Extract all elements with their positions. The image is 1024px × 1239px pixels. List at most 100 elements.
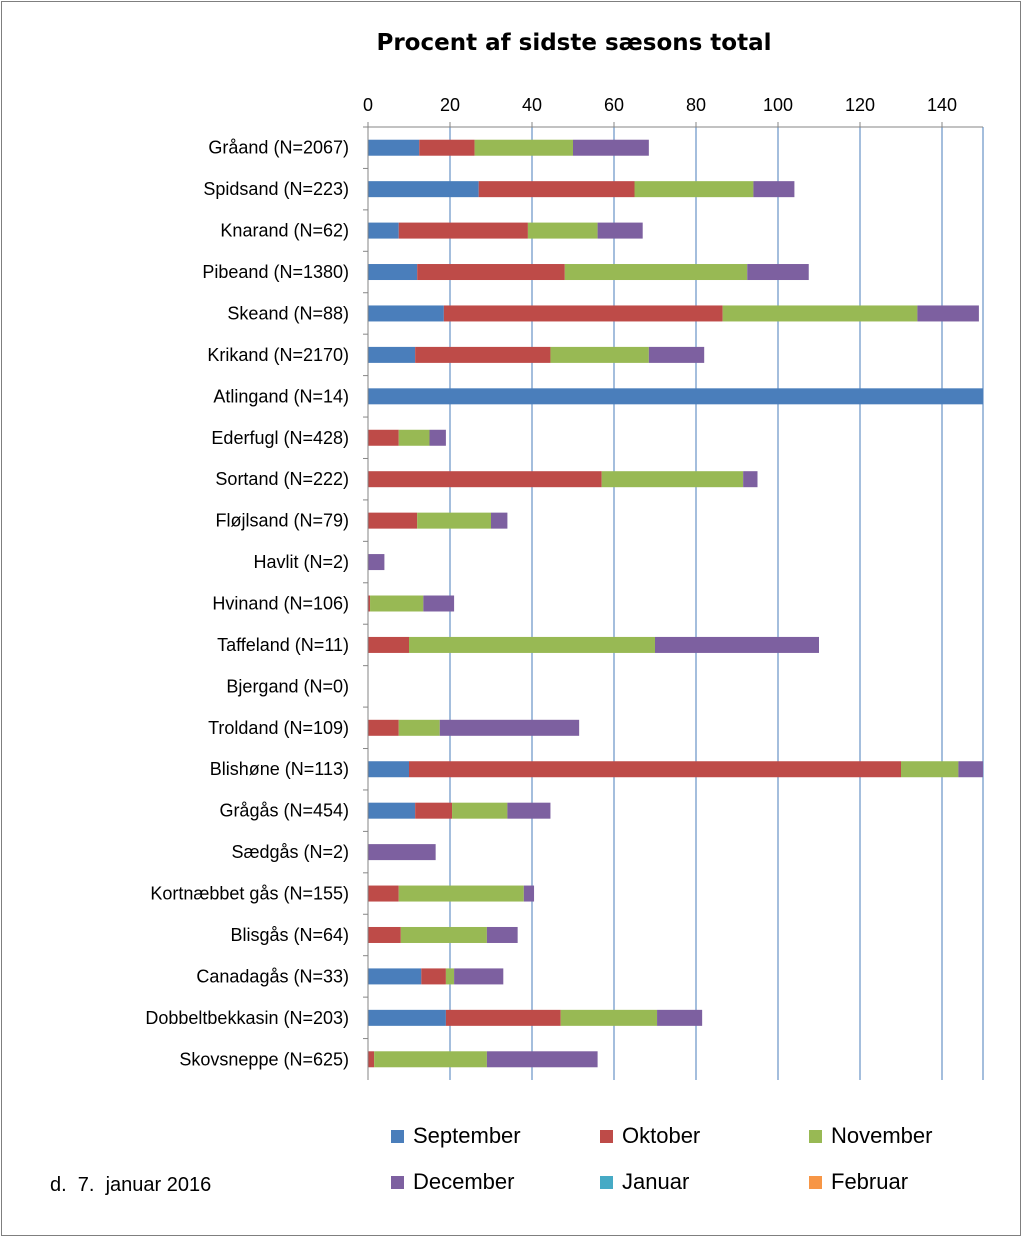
legend-item-december: December	[391, 1169, 514, 1195]
legend-swatch	[600, 1175, 613, 1189]
bar-segment-december	[655, 636, 819, 653]
legend-swatch	[391, 1129, 404, 1143]
category-label: Spidsand (N=223)	[203, 179, 349, 199]
legend-label: Februar	[831, 1169, 909, 1194]
category-label: Skovsneppe (N=625)	[179, 1049, 349, 1069]
category-label: Kortnæbbet gås (N=155)	[150, 884, 349, 904]
category-label: Canadagås (N=33)	[196, 966, 349, 986]
x-tick-label: 100	[763, 95, 793, 115]
category-labels: Gråand (N=2067) Spidsand (N=223) Knarand (…	[145, 138, 349, 1070]
bar-segment-december	[454, 968, 504, 985]
bar-segment-september	[368, 346, 416, 363]
category-label: Sortand (N=222)	[215, 469, 349, 489]
grid-layer	[449, 127, 984, 1080]
category-label: Knarand (N=62)	[220, 221, 349, 241]
category-label: Dobbeltbekkasin (N=203)	[145, 1008, 349, 1028]
bar-segment-september	[368, 305, 444, 322]
bar-segment-november	[398, 429, 430, 446]
category-label: Ederfugl (N=428)	[211, 428, 349, 448]
category-label: Grågås (N=454)	[219, 801, 349, 821]
category-label: Skeand (N=88)	[227, 303, 349, 323]
x-tick-labels: 0 20 40 60 80 100 120 140	[363, 95, 957, 115]
bar-segment-oktober	[445, 1009, 561, 1026]
bar-segment-september	[368, 181, 479, 198]
bar-segment-oktober	[368, 1051, 375, 1068]
bar-segment-november	[445, 968, 455, 985]
x-tick-label: 0	[363, 95, 373, 115]
bar-segment-november	[601, 471, 744, 488]
bar-segment-november	[400, 926, 487, 943]
category-label: Pibeand (N=1380)	[202, 262, 349, 282]
category-label: Havlit (N=2)	[253, 552, 349, 572]
category-label: Krikand (N=2170)	[207, 345, 349, 365]
legend-item-februar: Februar	[809, 1169, 908, 1195]
bar-segment-november	[409, 636, 655, 653]
bar-segment-november	[370, 595, 424, 612]
legend-label: Oktober	[622, 1123, 701, 1148]
bar-segment-december	[753, 181, 795, 198]
bar-segment-oktober	[415, 802, 453, 819]
bar-segment-oktober	[417, 264, 565, 281]
bar-segment-december	[368, 844, 436, 861]
x-tick-label: 140	[927, 95, 957, 115]
x-tick-label: 120	[845, 95, 875, 115]
category-label: Bjergand (N=0)	[226, 676, 349, 696]
legend-item-oktober: Oktober	[600, 1123, 700, 1149]
bar-layer	[368, 139, 983, 1068]
category-label: Troldand (N=109)	[208, 718, 349, 738]
category-label: Blisgås (N=64)	[230, 925, 349, 945]
legend-label: Januar	[622, 1169, 690, 1194]
footer-date: d. 7. januar 2016	[50, 1174, 212, 1196]
bar-segment-november	[901, 761, 959, 778]
bar-segment-december	[523, 885, 535, 902]
bar-segment-november	[452, 802, 508, 819]
chart-title: Procent af sidste sæsons total	[376, 30, 772, 56]
bar-segment-oktober	[368, 429, 399, 446]
bar-segment-september	[368, 264, 418, 281]
axes	[363, 122, 983, 1080]
bar-segment-oktober	[368, 636, 409, 653]
bar-segment-november	[722, 305, 918, 322]
x-tick-label: 80	[686, 95, 706, 115]
bar-segment-december	[743, 471, 758, 488]
x-tick-label: 60	[604, 95, 624, 115]
bar-segment-oktober	[415, 346, 551, 363]
bar-segment-december	[958, 761, 983, 778]
bar-segment-oktober	[398, 222, 528, 239]
bar-segment-september	[368, 761, 409, 778]
category-label: Atlingand (N=14)	[213, 386, 349, 406]
bar-segment-december	[747, 264, 809, 281]
bar-segment-oktober	[421, 968, 446, 985]
bar-segment-oktober	[368, 595, 371, 612]
legend-swatch	[600, 1129, 613, 1143]
bar-segment-november	[560, 1009, 658, 1026]
bar-segment-november	[564, 264, 748, 281]
x-tick-label: 20	[440, 95, 460, 115]
legend-label: December	[413, 1169, 515, 1194]
bar-segment-december	[486, 926, 518, 943]
category-label: Hvinand (N=106)	[212, 594, 349, 614]
bar-segment-september	[368, 388, 983, 405]
bar-segment-oktober	[443, 305, 723, 322]
bar-segment-november	[417, 512, 491, 529]
bar-segment-december	[917, 305, 979, 322]
legend-label: September	[413, 1123, 521, 1148]
bar-segment-oktober	[368, 471, 602, 488]
category-label: Sædgås (N=2)	[231, 842, 349, 862]
bar-segment-september	[368, 968, 422, 985]
bar-segment-december	[491, 512, 508, 529]
legend-swatch	[809, 1175, 822, 1189]
bar-segment-november	[474, 139, 573, 156]
bar-segment-december	[429, 429, 446, 446]
bar-segment-november	[398, 885, 524, 902]
bar-segment-september	[368, 802, 416, 819]
legend-swatch	[809, 1129, 822, 1143]
bar-segment-december	[648, 346, 705, 363]
category-label: Blishøne (N=113)	[210, 759, 349, 779]
bar-segment-september	[368, 222, 399, 239]
bar-segment-oktober	[478, 181, 635, 198]
x-tick-label: 40	[522, 95, 542, 115]
legend-item-januar: Januar	[600, 1169, 689, 1195]
